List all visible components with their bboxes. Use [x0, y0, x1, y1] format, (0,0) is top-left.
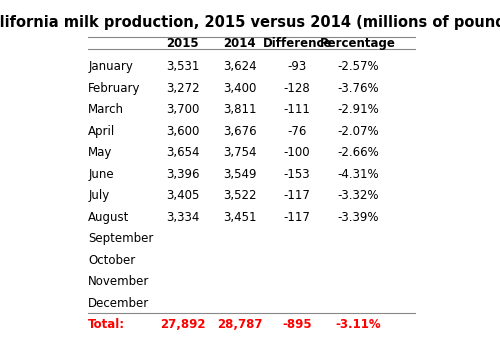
Text: -2.07%: -2.07% [337, 125, 378, 138]
Text: November: November [88, 275, 150, 288]
Text: January: January [88, 60, 133, 73]
Text: -93: -93 [288, 60, 307, 73]
Text: 3,700: 3,700 [166, 103, 200, 116]
Text: -2.66%: -2.66% [337, 146, 378, 159]
Text: May: May [88, 146, 112, 159]
Text: -2.57%: -2.57% [337, 60, 378, 73]
Text: October: October [88, 254, 136, 267]
Text: 3,549: 3,549 [223, 168, 256, 181]
Text: -111: -111 [284, 103, 310, 116]
Text: 27,892: 27,892 [160, 318, 206, 331]
Text: June: June [88, 168, 114, 181]
Text: -4.31%: -4.31% [337, 168, 378, 181]
Text: -3.39%: -3.39% [337, 211, 378, 224]
Text: 3,600: 3,600 [166, 125, 200, 138]
Text: -2.91%: -2.91% [337, 103, 378, 116]
Text: -128: -128 [284, 82, 310, 95]
Text: -895: -895 [282, 318, 312, 331]
Text: February: February [88, 82, 141, 95]
Text: -3.32%: -3.32% [337, 189, 378, 202]
Text: 2015: 2015 [166, 37, 199, 50]
Text: 3,531: 3,531 [166, 60, 200, 73]
Text: 3,396: 3,396 [166, 168, 200, 181]
Text: 3,272: 3,272 [166, 82, 200, 95]
Text: California milk production, 2015 versus 2014 (millions of pounds): California milk production, 2015 versus … [0, 15, 500, 30]
Text: 2014: 2014 [224, 37, 256, 50]
Text: 3,405: 3,405 [166, 189, 200, 202]
Text: 3,754: 3,754 [223, 146, 256, 159]
Text: March: March [88, 103, 124, 116]
Text: -117: -117 [284, 211, 310, 224]
Text: -3.11%: -3.11% [335, 318, 380, 331]
Text: Percentage: Percentage [320, 37, 396, 50]
Text: -3.76%: -3.76% [337, 82, 378, 95]
Text: April: April [88, 125, 116, 138]
Text: 3,400: 3,400 [223, 82, 256, 95]
Text: 28,787: 28,787 [217, 318, 262, 331]
Text: 3,654: 3,654 [166, 146, 200, 159]
Text: 3,676: 3,676 [223, 125, 256, 138]
Text: 3,811: 3,811 [223, 103, 256, 116]
Text: -153: -153 [284, 168, 310, 181]
Text: Total:: Total: [88, 318, 126, 331]
Text: September: September [88, 232, 154, 245]
Text: 3,624: 3,624 [223, 60, 256, 73]
Text: 3,451: 3,451 [223, 211, 256, 224]
Text: -76: -76 [288, 125, 307, 138]
Text: 3,522: 3,522 [223, 189, 256, 202]
Text: August: August [88, 211, 130, 224]
Text: July: July [88, 189, 110, 202]
Text: 3,334: 3,334 [166, 211, 200, 224]
Text: December: December [88, 297, 150, 310]
Text: -117: -117 [284, 189, 310, 202]
Text: -100: -100 [284, 146, 310, 159]
Text: Difference: Difference [262, 37, 332, 50]
